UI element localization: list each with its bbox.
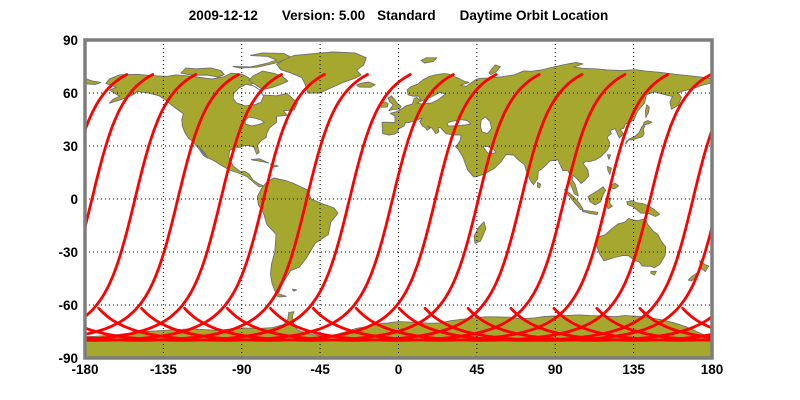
x-tick-label-90: 90 [548,362,563,377]
land-novaya-zemlya [488,64,501,76]
land-madagascar [473,221,487,244]
land-eurasia [381,61,712,197]
lake-great-lakes [244,116,265,127]
y-tick-label-90: 90 [63,33,78,48]
plot-frame [83,38,714,360]
x-tick-label--90: -90 [232,362,252,377]
lake-hudson-bay [232,83,264,107]
x-tick-label-135: 135 [622,362,645,377]
land-chukotka-wrap [85,77,102,85]
land-java [581,209,599,216]
lake-persian-gulf [482,145,497,155]
y-tick-label-30: 30 [63,139,78,154]
land-cuba [250,158,270,164]
land-iceland [356,81,376,88]
x-tick-label--180: -180 [71,362,98,377]
figure-title: 2009-12-12 Version: 5.00 Standard Daytime O… [85,8,712,23]
land-tasmania [650,270,657,276]
map-layer [0,40,800,358]
x-tick-label-0: 0 [395,362,403,377]
orbit-track-8-wrap [726,75,800,341]
y-tick-label--60: -60 [58,298,78,313]
land-great-britain [387,95,402,112]
title-version: Version: 5.00 [281,8,366,23]
title-product: Daytime Orbit Location [459,8,609,23]
x-tick-label--135: -135 [150,362,178,377]
orbit-track-3 [85,73,240,336]
y-tick-label--30: -30 [58,245,78,260]
orbit-track-2 [85,73,198,319]
orbit-track-15 [397,126,712,342]
land-japan-hokkaido [642,120,653,126]
land-japan-honshu [625,125,646,145]
land-borneo [587,186,607,206]
y-tick-label-60: 60 [63,86,78,101]
land-ellesmere-islands [232,52,292,69]
y-tick-label--90: -90 [58,351,78,366]
land-taiwan [607,154,612,160]
land-new-guinea [626,200,661,217]
lake-caspian-sea [479,116,493,135]
title-date: 2009-12-12 [188,8,258,23]
land-svalbard [420,57,438,64]
land-victoria-banks-islands [180,67,225,78]
orbit-track-13-wrap [0,75,41,341]
land-greenland [276,51,367,94]
land-philippines-luzon [607,166,612,175]
x-tick-label-180: 180 [701,362,724,377]
orbit-track-9-wrap [769,75,800,341]
land-falkland-islands [291,288,298,292]
y-tick-label-0: 0 [70,192,78,207]
title-mode: Standard [377,8,436,23]
x-tick-label--45: -45 [310,362,330,377]
orbit-track-1 [85,73,155,233]
lake-black-sea [446,119,472,127]
land-sri-lanka [537,181,542,189]
land-antarctica [85,311,712,358]
land-australia [595,218,667,269]
orbit-track-14 [354,73,712,342]
land-sakhalin [645,104,650,119]
x-tick-label-45: 45 [469,362,485,377]
